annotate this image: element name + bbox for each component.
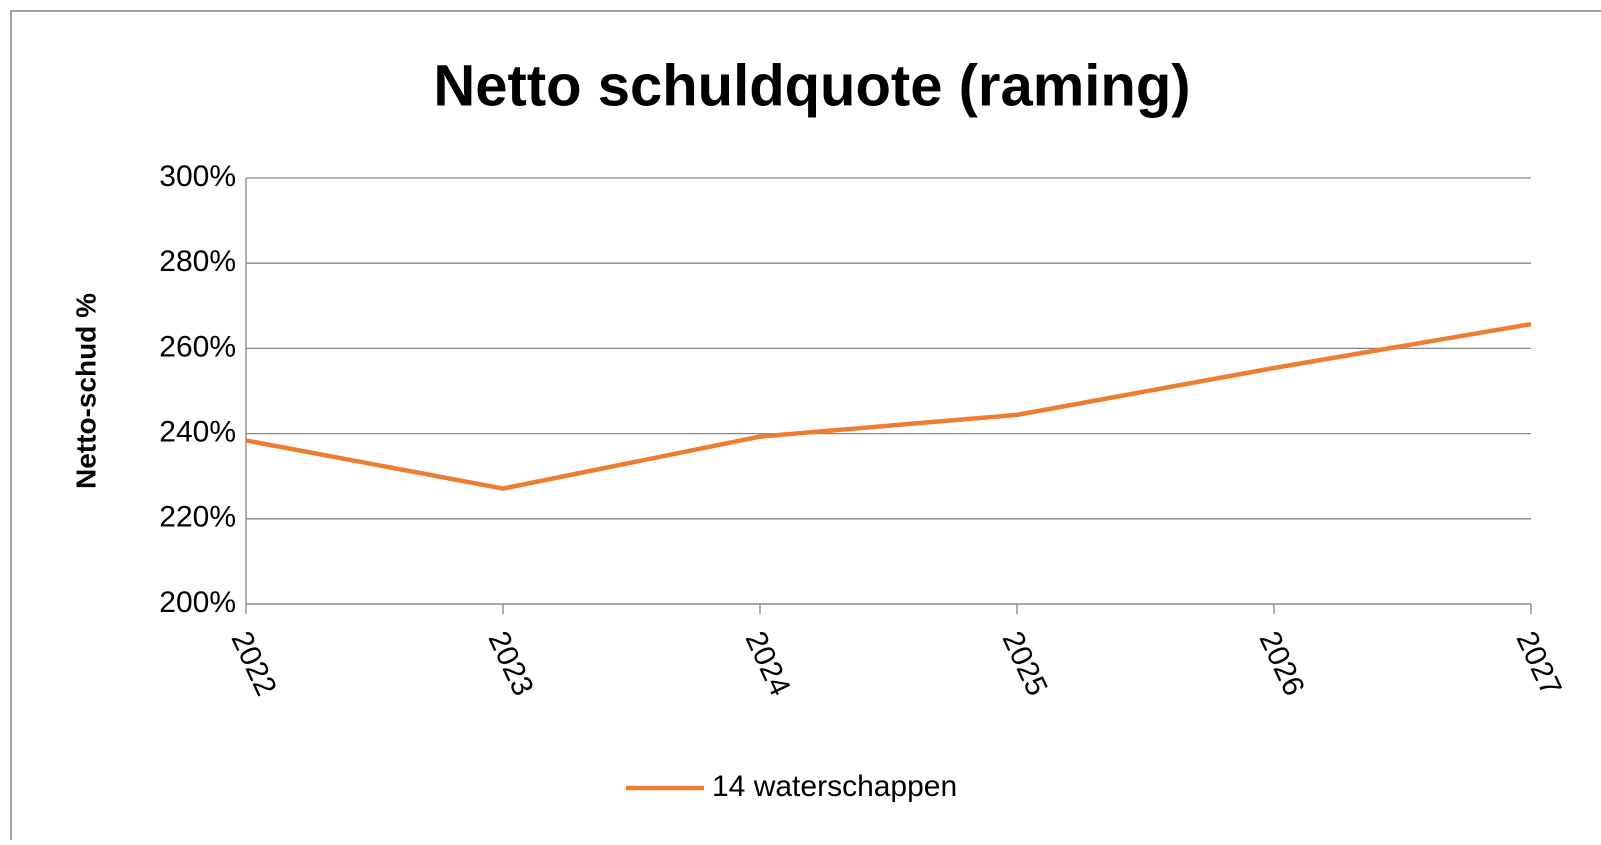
chart-frame	[10, 10, 1601, 845]
y-tick-label: 220%	[159, 501, 236, 534]
y-axis-label: Netto-schud %	[70, 293, 101, 489]
legend-label: 14 waterschappen	[712, 770, 957, 803]
chart-title: Netto schuldquote (raming)	[433, 53, 1190, 118]
y-tick-label: 300%	[159, 160, 236, 193]
y-tick-label: 280%	[159, 245, 236, 278]
data-line	[245, 321, 1532, 491]
y-tick-label: 200%	[159, 586, 236, 619]
y-tick-label: 260%	[159, 330, 236, 363]
y-tick-label: 240%	[159, 416, 236, 449]
